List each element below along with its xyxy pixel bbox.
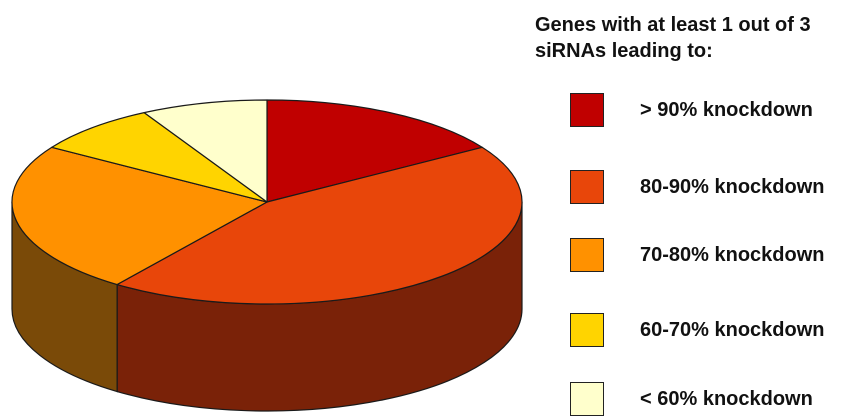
legend-swatch-lt60 bbox=[570, 382, 604, 416]
legend-swatch-80-90 bbox=[570, 170, 604, 204]
legend-swatch-gt90 bbox=[570, 93, 604, 127]
legend-title: Genes with at least 1 out of 3 siRNAs le… bbox=[535, 12, 865, 64]
pie-slice-60-70-knockdown bbox=[51, 112, 268, 203]
legend-label-70-80: 70-80% knockdown bbox=[640, 244, 825, 266]
legend-label-60-70: 60-70% knockdown bbox=[640, 319, 825, 341]
legend-label-gt90: > 90% knockdown bbox=[640, 99, 813, 121]
pie-slice-80-90-knockdown bbox=[116, 146, 523, 305]
pie-slice-70-80-knockdown bbox=[11, 146, 268, 286]
legend-label-80-90: 80-90% knockdown bbox=[640, 176, 825, 198]
pie-slice-90-knockdown bbox=[266, 99, 483, 203]
legend-title-line-1: Genes with at least 1 out of 3 bbox=[535, 14, 811, 36]
pie-slices bbox=[11, 99, 523, 305]
legend-title-line-2: siRNAs leading to: bbox=[535, 40, 713, 62]
pie-chart bbox=[11, 99, 523, 412]
legend-swatch-70-80 bbox=[570, 238, 604, 272]
pie-slice-60-knockdown bbox=[143, 99, 268, 203]
legend-swatch-60-70 bbox=[570, 313, 604, 347]
legend-label-lt60: < 60% knockdown bbox=[640, 388, 813, 410]
